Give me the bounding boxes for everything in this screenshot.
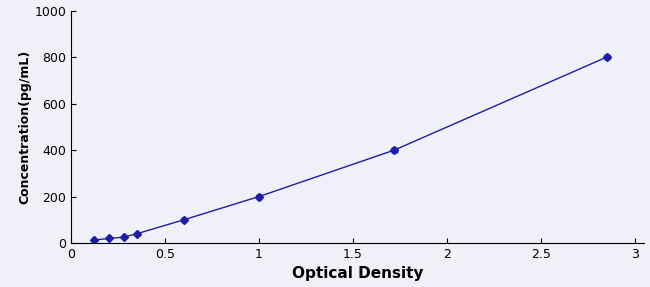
X-axis label: Optical Density: Optical Density [292, 266, 424, 282]
Y-axis label: Concentration(pg/mL): Concentration(pg/mL) [19, 50, 32, 204]
